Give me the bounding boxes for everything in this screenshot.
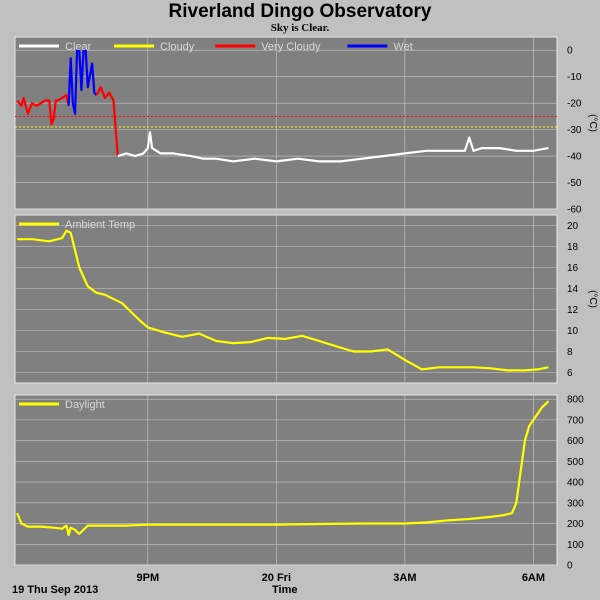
- plot-area-ambient: [14, 214, 558, 384]
- y-tick-label-ambient: 8: [567, 347, 573, 358]
- date-label: 19 Thu Sep 2013: [12, 584, 99, 596]
- y-axis-label-ambient: (°C): [587, 290, 598, 308]
- y-tick-label-daylight: 400: [567, 478, 584, 489]
- y-tick-label-sky: -30: [567, 125, 582, 136]
- y-tick-label-ambient: 14: [567, 284, 579, 295]
- series-line-sky: [95, 86, 119, 157]
- chart-title: Riverland Dingo Observatory: [168, 1, 432, 22]
- x-tick-label: 6AM: [522, 572, 545, 584]
- y-tick-label-sky: -40: [567, 152, 582, 163]
- plot-area-daylight: [14, 394, 558, 566]
- y-tick-label-daylight: 0: [567, 561, 573, 572]
- legend-label: Cloudy: [160, 41, 195, 53]
- y-tick-label-ambient: 10: [567, 326, 579, 337]
- y-tick-label-ambient: 16: [567, 263, 579, 274]
- y-tick-label-ambient: 12: [567, 305, 579, 316]
- y-tick-label-sky: 0: [567, 46, 573, 57]
- legend-label: Clear: [65, 41, 92, 53]
- y-tick-label-daylight: 200: [567, 519, 584, 530]
- legend-label: Ambient Temp: [65, 219, 135, 231]
- y-tick-label-sky: -20: [567, 99, 582, 110]
- legend-label: Daylight: [65, 399, 105, 411]
- series-line-sky: [117, 131, 549, 163]
- y-tick-label-daylight: 700: [567, 415, 584, 426]
- plot-area-sky: [14, 36, 558, 210]
- x-tick-label: 9PM: [137, 572, 160, 584]
- y-tick-label-ambient: 18: [567, 242, 579, 253]
- legend-label: Very Cloudy: [261, 41, 321, 53]
- x-tick-label: 3AM: [393, 572, 416, 584]
- y-tick-label-daylight: 800: [567, 395, 584, 406]
- y-tick-label-daylight: 300: [567, 498, 584, 509]
- x-tick-label: 20 Fri: [262, 572, 291, 584]
- y-axis-label-sky: (°C): [587, 114, 598, 132]
- y-tick-label-daylight: 500: [567, 457, 584, 468]
- y-tick-label-ambient: 6: [567, 368, 573, 379]
- y-tick-label-daylight: 600: [567, 436, 584, 447]
- series-line-sky: [67, 49, 98, 115]
- y-tick-label-sky: -10: [567, 72, 582, 83]
- x-axis-label: Time: [272, 584, 298, 596]
- legend-label: Wet: [393, 41, 412, 53]
- series-line-sky: [16, 94, 70, 126]
- y-tick-label-sky: -50: [567, 178, 582, 189]
- series-line-ambient: [17, 229, 549, 372]
- chart-subtitle: Sky is Clear.: [270, 22, 330, 34]
- y-tick-label-ambient: 20: [567, 221, 579, 232]
- y-tick-label-daylight: 100: [567, 540, 584, 551]
- y-tick-label-sky: -60: [567, 205, 582, 216]
- series-line-daylight: [16, 400, 550, 537]
